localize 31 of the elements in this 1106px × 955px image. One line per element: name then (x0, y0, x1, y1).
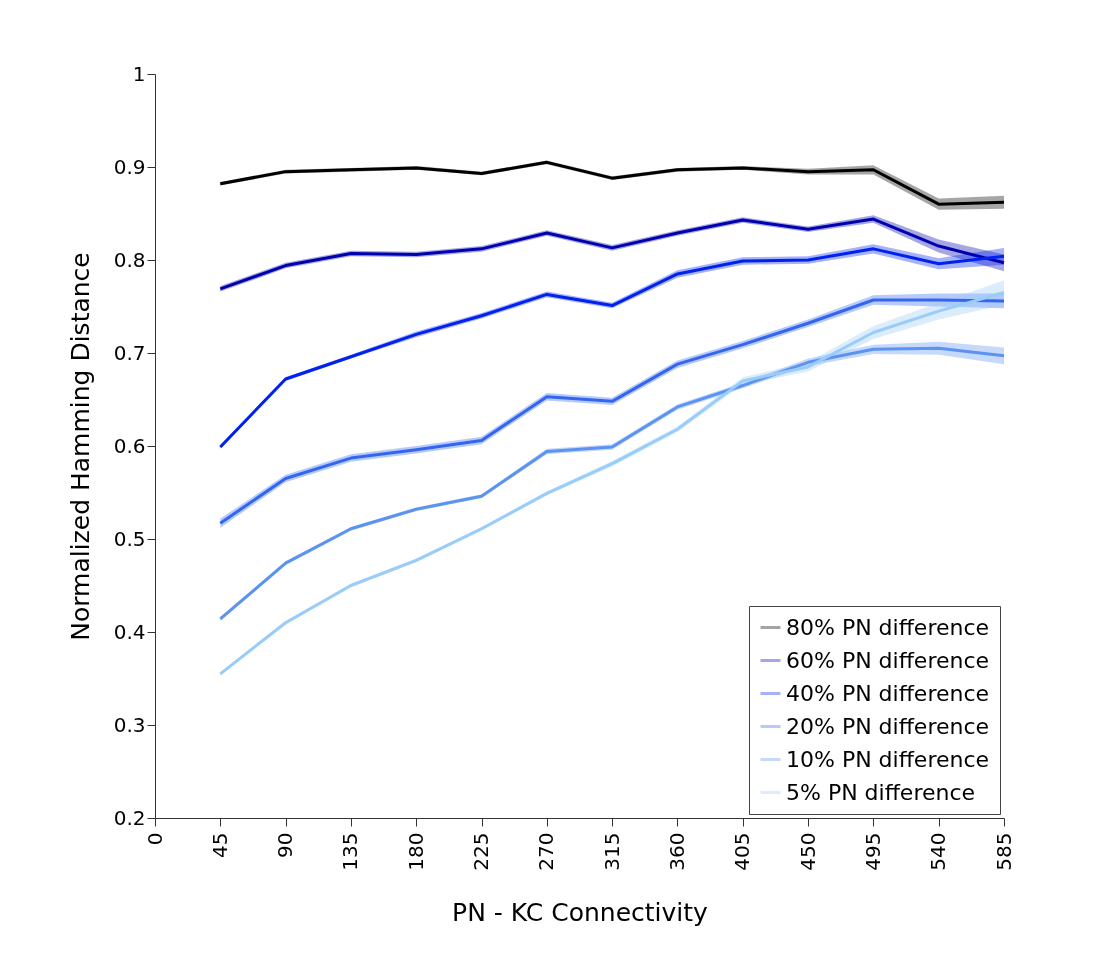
x-tick-label: 135 (338, 832, 363, 871)
y-tick-label: 0.4 (113, 619, 146, 644)
x-tick-label: 270 (534, 832, 559, 871)
x-tick-label: 405 (730, 832, 755, 871)
x-tick-label: 540 (926, 832, 951, 871)
legend-label: 60% PN difference (786, 647, 990, 673)
y-tick-label: 0.2 (113, 805, 146, 830)
x-tick-label: 585 (991, 832, 1016, 871)
y-tick-label: 0.8 (113, 247, 146, 272)
legend-label: 10% PN difference (786, 746, 990, 772)
y-tick-label: 1 (132, 61, 146, 86)
legend-label: 5% PN difference (786, 779, 976, 805)
x-axis-title: PN - KC Connectivity (452, 897, 709, 927)
y-tick-label: 0.7 (113, 340, 146, 365)
x-tick-label: 90 (273, 832, 298, 858)
x-tick-label: 0 (142, 832, 167, 846)
x-tick-label: 450 (795, 832, 820, 871)
y-axis-title: Normalized Hamming Distance (65, 252, 95, 641)
legend-label: 80% PN difference (786, 614, 990, 640)
x-tick-label: 495 (860, 832, 885, 871)
legend-label: 20% PN difference (786, 713, 990, 739)
x-tick-label: 225 (469, 832, 494, 871)
x-tick-label: 45 (207, 832, 232, 858)
x-tick-label: 315 (599, 832, 624, 871)
x-tick-label: 180 (403, 832, 428, 871)
y-tick-label: 0.6 (113, 433, 146, 458)
x-tick-label: 360 (664, 832, 689, 871)
y-tick-label: 0.5 (113, 526, 146, 551)
legend-label: 40% PN difference (786, 680, 990, 706)
y-tick-label: 0.9 (113, 154, 146, 179)
y-tick-label: 0.3 (113, 712, 146, 737)
